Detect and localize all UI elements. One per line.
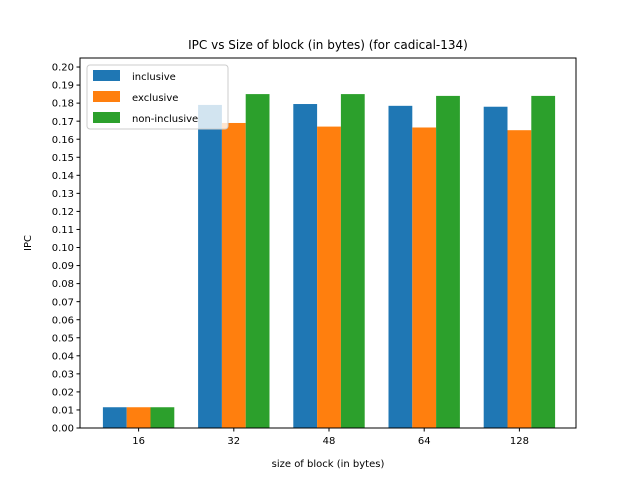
x-axis: 16 32 48 64 128 xyxy=(132,428,529,447)
y-tick-label: 0.08 xyxy=(52,279,74,290)
bar-inclusive-64 xyxy=(388,105,413,428)
bar-exclusive-48 xyxy=(317,126,341,429)
y-tick-label: 0.09 xyxy=(52,261,74,272)
x-tick-label: 16 xyxy=(132,436,145,447)
bar-exclusive-16 xyxy=(126,407,151,428)
y-tick-label: 0.10 xyxy=(52,243,74,254)
bar-non-inclusive-128 xyxy=(531,95,556,428)
y-tick-label: 0.01 xyxy=(52,406,74,417)
x-tick-label: 128 xyxy=(510,436,529,447)
y-tick-label: 0.19 xyxy=(52,81,74,92)
bar-inclusive-128 xyxy=(483,106,508,429)
y-tick-label: 0.17 xyxy=(52,117,74,128)
bar-non-inclusive-16 xyxy=(150,407,175,428)
bar-exclusive-32 xyxy=(221,122,246,428)
y-tick-label: 0.00 xyxy=(52,424,74,435)
plot-frame xyxy=(79,57,577,429)
legend-swatch xyxy=(93,112,120,123)
x-tick-label: 32 xyxy=(227,436,240,447)
x-tick-label: 64 xyxy=(418,436,431,447)
y-tick-label: 0.06 xyxy=(52,315,74,326)
bar-inclusive-48 xyxy=(293,104,318,429)
y-tick-label: 0.12 xyxy=(52,207,74,218)
bar-non-inclusive-64 xyxy=(436,95,460,428)
chart-title: IPC vs Size of block (in bytes) (for cad… xyxy=(188,38,468,52)
y-axis-label: IPC xyxy=(23,235,34,251)
legend-swatch xyxy=(93,70,120,81)
y-tick-label: 0.16 xyxy=(52,135,74,146)
y-tick-label: 0.07 xyxy=(52,297,74,308)
y-tick-label: 0.04 xyxy=(52,351,74,362)
bar-non-inclusive-48 xyxy=(340,94,365,428)
y-tick-label: 0.14 xyxy=(52,171,74,182)
legend-label: inclusive xyxy=(132,72,176,83)
y-tick-label: 0.02 xyxy=(52,388,74,399)
legend-swatch xyxy=(93,91,120,102)
bar-inclusive-16 xyxy=(102,407,127,428)
y-tick-label: 0.03 xyxy=(52,369,74,380)
y-tick-label: 0.18 xyxy=(52,99,74,110)
x-axis-label: size of block (in bytes) xyxy=(272,459,385,470)
y-tick-label: 0.05 xyxy=(52,333,74,344)
y-tick-label: 0.15 xyxy=(52,153,74,164)
y-tick-label: 0.13 xyxy=(52,189,74,200)
bar-exclusive-64 xyxy=(412,127,437,429)
y-tick-label: 0.20 xyxy=(52,63,74,74)
bars-layer xyxy=(102,94,556,429)
legend-box xyxy=(86,64,229,130)
legend-label: exclusive xyxy=(132,93,178,104)
legend-label: non-inclusive xyxy=(132,114,198,125)
x-tick-label: 48 xyxy=(323,436,336,447)
y-tick-label: 0.11 xyxy=(52,225,74,236)
bar-non-inclusive-32 xyxy=(245,94,270,428)
y-axis: 0.00 0.01 0.02 0.03 0.04 0.05 0.06 0.07 0.08 0.09… xyxy=(52,63,80,435)
bar-inclusive-32 xyxy=(198,104,222,429)
bar-exclusive-128 xyxy=(507,130,532,428)
legend: inclusive exclusive non-inclusive xyxy=(86,64,229,130)
